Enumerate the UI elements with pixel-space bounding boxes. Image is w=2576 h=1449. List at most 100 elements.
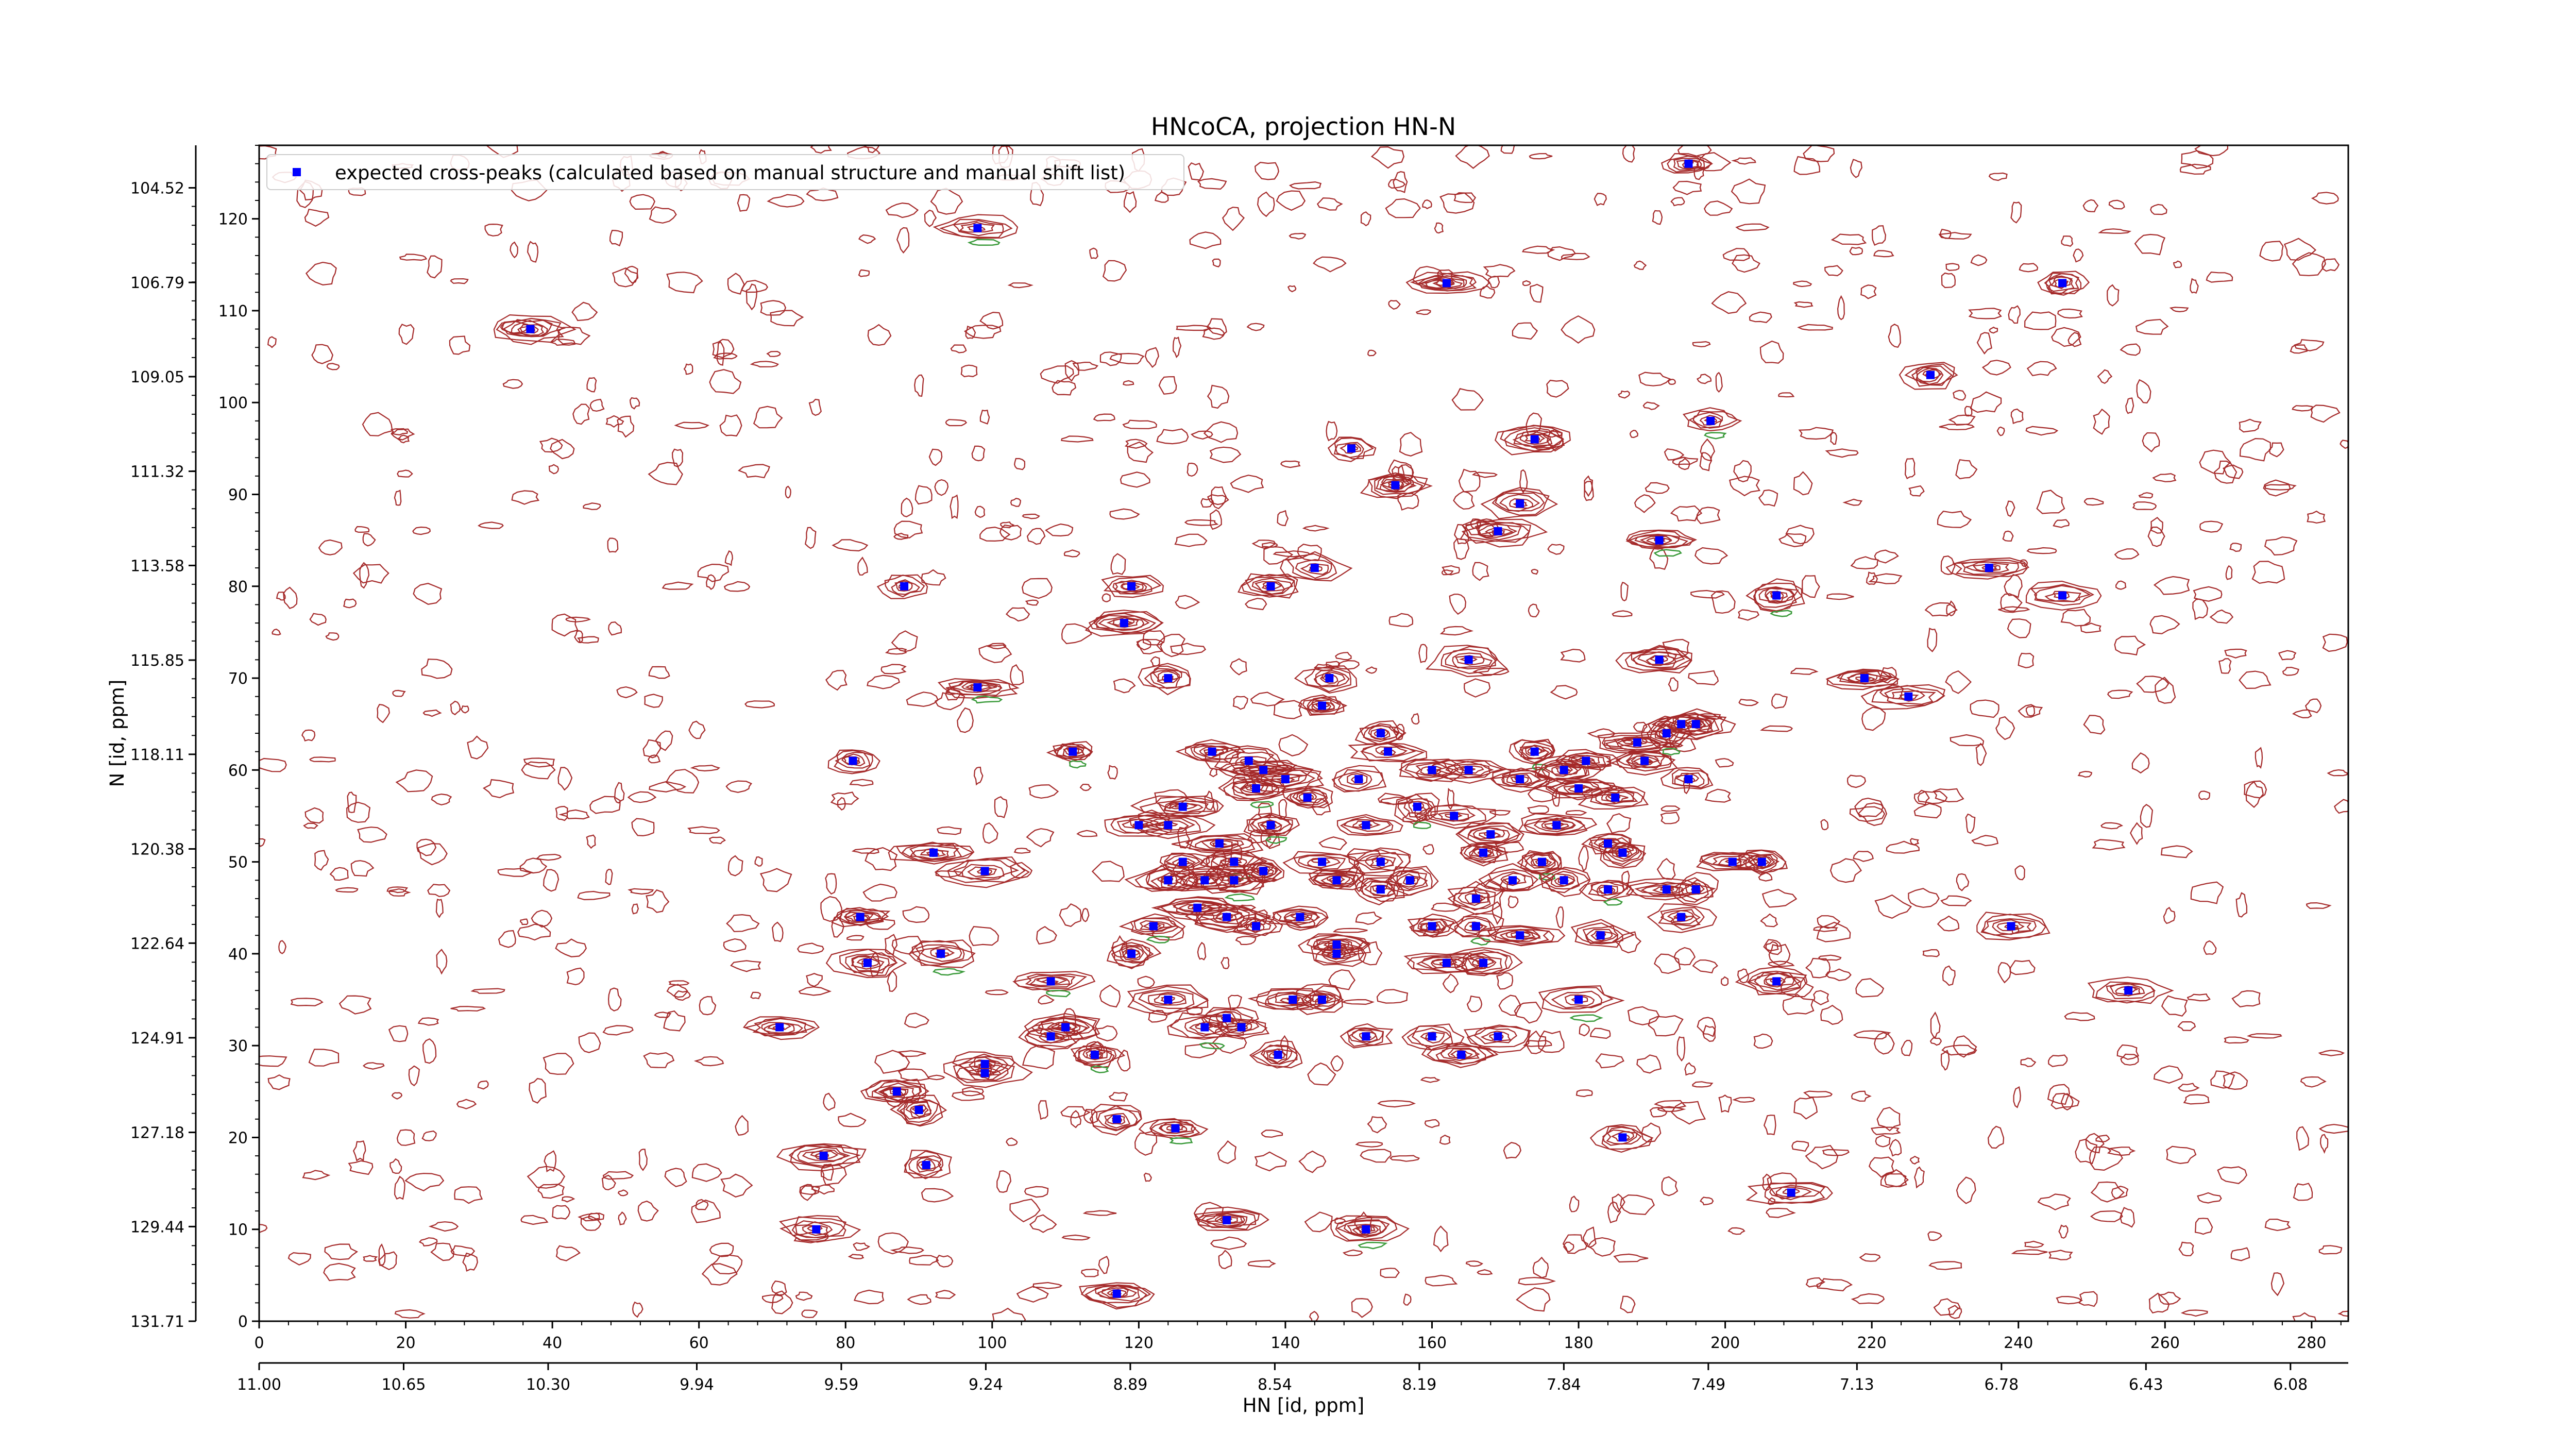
peak-contour bbox=[1365, 855, 1396, 869]
cross-peak-marker bbox=[1061, 1023, 1070, 1032]
cross-peak-marker bbox=[1640, 756, 1649, 765]
peak-contour bbox=[1302, 697, 1341, 713]
noise-contour bbox=[259, 757, 287, 772]
noise-contour bbox=[1731, 178, 1766, 205]
noise-contour bbox=[1997, 962, 2011, 984]
peak-contour bbox=[1484, 528, 1514, 536]
noise-contour bbox=[1483, 264, 1516, 278]
peak-contour bbox=[1370, 728, 1391, 740]
peak-contour bbox=[895, 841, 975, 861]
noise-contour bbox=[1451, 388, 1484, 411]
noise-contour bbox=[1933, 788, 1964, 803]
noise-contour bbox=[2292, 405, 2313, 412]
noise-contour bbox=[1620, 1295, 1636, 1313]
noise-contour bbox=[935, 1290, 956, 1300]
noise-contour bbox=[1720, 976, 1729, 986]
noise-contour bbox=[395, 769, 433, 793]
noise-contour bbox=[1422, 844, 1434, 855]
noise-contour bbox=[1341, 999, 1375, 1005]
noise-contour bbox=[798, 986, 832, 996]
noise-contour bbox=[357, 827, 387, 843]
cross-peak-marker bbox=[1215, 839, 1224, 848]
peak-contour bbox=[1013, 971, 1096, 992]
negative-contour bbox=[967, 239, 1001, 246]
noise-contour bbox=[893, 520, 923, 538]
peak-contour bbox=[1458, 890, 1489, 906]
noise-contour bbox=[539, 437, 563, 453]
noise-contour bbox=[362, 533, 376, 547]
noise-contour bbox=[1590, 1027, 1611, 1039]
peak-contour bbox=[1972, 563, 2001, 571]
noise-contour bbox=[711, 1254, 743, 1275]
noise-contour bbox=[2114, 548, 2140, 560]
peak-contour bbox=[953, 858, 1020, 881]
noise-contour bbox=[1355, 911, 1383, 925]
noise-contour bbox=[557, 767, 573, 791]
noise-contour bbox=[2294, 339, 2325, 351]
peak-contour bbox=[1673, 158, 1705, 171]
peak-contour bbox=[889, 1088, 907, 1096]
peak-contour bbox=[1656, 708, 1736, 740]
peak-contour bbox=[1133, 918, 1178, 933]
noise-contour bbox=[1531, 568, 1538, 575]
noise-contour bbox=[928, 448, 943, 466]
noise-contour bbox=[389, 1158, 402, 1174]
peak-contour bbox=[1254, 581, 1286, 593]
noise-contour bbox=[1463, 678, 1491, 698]
peak-contour bbox=[1467, 956, 1497, 969]
cross-peak-marker bbox=[980, 1059, 989, 1068]
noise-contour bbox=[673, 990, 691, 1001]
peak-contour bbox=[1047, 1022, 1088, 1034]
noise-contour bbox=[1098, 1256, 1110, 1274]
peak-contour bbox=[1221, 1020, 1260, 1034]
negative-contour bbox=[1770, 610, 1792, 617]
noise-contour bbox=[957, 707, 974, 733]
noise-contour bbox=[893, 532, 909, 540]
noise-contour bbox=[907, 1294, 931, 1305]
peak-contour bbox=[1430, 808, 1476, 822]
y-ppm-tick-label: 118.11 bbox=[130, 746, 184, 764]
peak-contour bbox=[1533, 817, 1577, 833]
noise-contour bbox=[880, 664, 907, 675]
peak-contour bbox=[1197, 908, 1250, 928]
peak-contour bbox=[1241, 574, 1299, 598]
noise-contour bbox=[832, 539, 869, 552]
cross-peak-marker bbox=[1325, 674, 1334, 682]
noise-contour bbox=[326, 363, 340, 370]
noise-contour bbox=[1555, 906, 1564, 929]
noise-contour bbox=[2178, 1241, 2194, 1257]
peak-contour bbox=[1513, 739, 1555, 764]
peak-contour bbox=[1257, 819, 1282, 833]
peak-contour bbox=[1615, 645, 1692, 674]
peak-contour bbox=[1294, 665, 1358, 694]
peak-contour bbox=[1151, 897, 1239, 916]
noise-contour bbox=[877, 1232, 909, 1255]
peak-contour bbox=[1440, 646, 1498, 675]
noise-contour bbox=[1254, 909, 1268, 925]
peak-contour bbox=[1764, 1182, 1826, 1204]
noise-contour bbox=[1711, 291, 1747, 314]
noise-contour bbox=[347, 791, 357, 813]
noise-contour bbox=[462, 1252, 478, 1272]
cross-peak-marker bbox=[1691, 720, 1700, 729]
noise-contour bbox=[352, 564, 389, 584]
cross-peak-marker bbox=[1347, 444, 1355, 453]
noise-contour bbox=[2245, 781, 2264, 808]
noise-contour bbox=[362, 1062, 385, 1070]
noise-contour bbox=[377, 704, 390, 723]
peak-contour bbox=[1046, 743, 1093, 762]
y-index-tick-label: 100 bbox=[218, 394, 248, 412]
cross-peak-marker bbox=[1296, 913, 1304, 921]
noise-contour bbox=[1010, 664, 1024, 685]
noise-contour bbox=[1009, 1199, 1041, 1223]
noise-contour bbox=[1007, 282, 1033, 289]
noise-contour bbox=[1425, 1274, 1458, 1287]
y-ppm-tick-label: 106.79 bbox=[130, 274, 184, 292]
noise-contour bbox=[521, 761, 556, 780]
noise-contour bbox=[1246, 323, 1265, 331]
noise-contour bbox=[1380, 1268, 1400, 1278]
noise-contour bbox=[2013, 1086, 2021, 1108]
noise-contour bbox=[723, 938, 747, 952]
noise-contour bbox=[1411, 713, 1420, 725]
noise-contour bbox=[687, 826, 720, 834]
